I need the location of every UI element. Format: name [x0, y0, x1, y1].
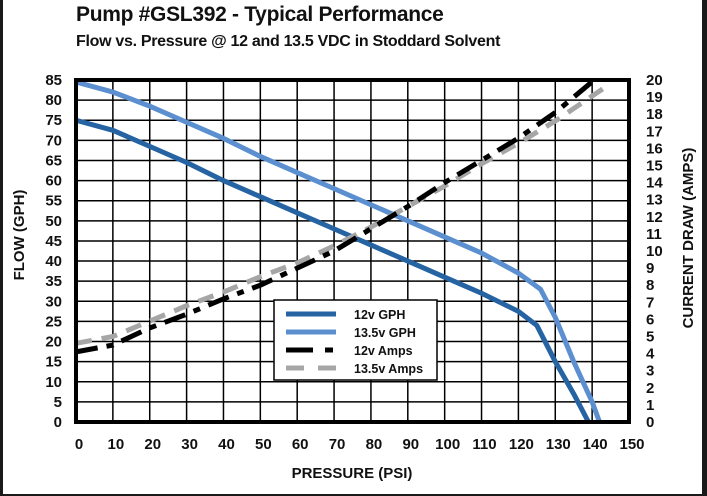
y2-tick-label: 14: [646, 175, 663, 192]
x-tick-label: 60: [292, 436, 309, 453]
legend-label: 12v GPH: [354, 308, 405, 322]
y2-tick-label: 5: [646, 329, 654, 346]
series-13-5v-amps: [75, 86, 605, 346]
y-tick-label: 60: [45, 173, 62, 190]
y-tick-label: 20: [45, 334, 62, 351]
y2-tick-label: 9: [646, 260, 654, 277]
x-tick-label: 70: [329, 436, 346, 453]
x-tick-label: 50: [255, 436, 272, 453]
y-axis-title: FLOW (GPH): [11, 190, 28, 281]
y-tick-label: 65: [45, 152, 62, 169]
chart-subtitle: Flow vs. Pressure @ 12 and 13.5 VDC in S…: [76, 33, 501, 50]
series-13-5v-gph: [75, 79, 602, 423]
x-tick-label: 150: [619, 436, 644, 453]
y2-tick-label: 12: [646, 209, 663, 226]
legend-label: 13.5v Amps: [354, 362, 423, 376]
x-tick-label: 10: [108, 436, 125, 453]
y2-tick-label: 1: [646, 397, 654, 414]
y-tick-label: 5: [54, 394, 62, 411]
x-tick-label: 80: [366, 436, 383, 453]
y2-tick-label: 3: [646, 363, 654, 380]
x-tick-label: 140: [583, 436, 608, 453]
y2-tick-label: 11: [646, 226, 662, 243]
y-tick-label: 10: [45, 374, 62, 391]
x-tick-labels: 0 10 20 30 40 50 60 70 80 90 100 110 120 130 140 150: [75, 436, 645, 453]
x-tick-label: 110: [472, 436, 496, 453]
x-tick-label: 20: [144, 436, 161, 453]
y-tick-label: 85: [45, 72, 62, 89]
y-tick-label: 0: [54, 414, 62, 431]
legend-label: 12v Amps: [354, 344, 413, 358]
x-tick-label: 120: [509, 436, 534, 453]
y-tick-label: 80: [45, 92, 62, 109]
x-tick-label: 40: [218, 436, 235, 453]
y2-tick-label: 0: [646, 414, 654, 431]
y2-tick-label: 18: [646, 106, 663, 123]
plot-frame: [74, 78, 631, 424]
y-tick-label: 15: [45, 354, 62, 371]
x-tick-label: 90: [402, 436, 419, 453]
y-tick-label: 50: [45, 213, 62, 230]
y2-axis-title: CURRENT DRAW (AMPS): [680, 148, 697, 329]
y2-tick-label: 13: [646, 192, 663, 209]
y-tick-label: 55: [45, 193, 62, 210]
legend-label: 13.5v GPH: [354, 326, 416, 340]
series-12v-amps: [75, 79, 594, 355]
series-lines: [75, 79, 605, 424]
y2-tick-label: 8: [646, 277, 654, 294]
y2-tick-label: 7: [646, 294, 654, 311]
y-tick-label: 30: [45, 293, 62, 310]
y-tick-label: 75: [45, 112, 62, 129]
x-tick-label: 0: [75, 436, 83, 453]
series-12v-gph: [75, 117, 591, 424]
y2-tick-label: 15: [646, 158, 663, 175]
y2-tick-label: 20: [646, 72, 663, 89]
y2-tick-label: 2: [646, 380, 654, 397]
y2-tick-label: 16: [646, 140, 663, 157]
y-tick-label: 70: [45, 132, 62, 149]
x-tick-label: 100: [435, 436, 460, 453]
y-tick-label: 25: [45, 313, 62, 330]
y-tick-labels: 0 5 10 15 20 25 30 35 40 45 50 55 60 65 70 75 80 85: [45, 72, 62, 431]
x-tick-label: 130: [546, 436, 571, 453]
y-tick-label: 40: [45, 253, 62, 270]
y2-tick-label: 4: [646, 346, 655, 363]
x-axis-title: PRESSURE (PSI): [292, 465, 413, 482]
y-tick-label: 45: [45, 233, 62, 250]
legend: 12v GPH 13.5v GPH 12v Amps 13.5v Amps: [273, 299, 438, 381]
x-tick-label: 30: [181, 436, 198, 453]
y-tick-label: 35: [45, 273, 62, 290]
y2-tick-label: 10: [646, 243, 663, 260]
y2-tick-label: 6: [646, 311, 654, 328]
y2-tick-label: 19: [646, 89, 663, 106]
chart-title: Pump #GSL392 - Typical Performance: [76, 3, 444, 26]
y2-tick-label: 17: [646, 123, 663, 140]
